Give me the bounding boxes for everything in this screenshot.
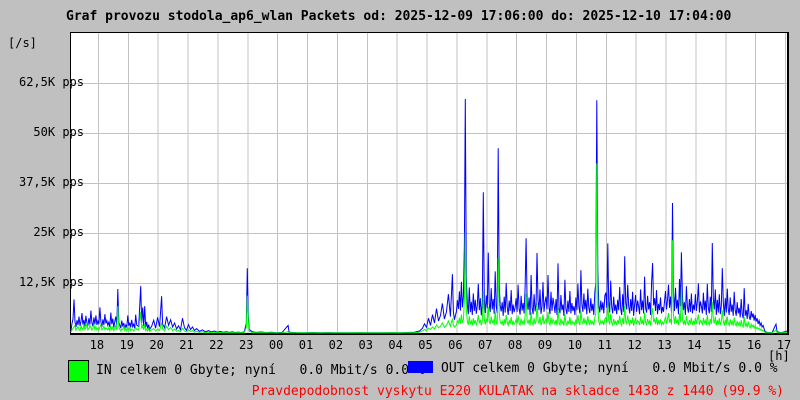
footer-note: Pravdepodobnost vyskytu E220 KULATAK na … xyxy=(251,384,784,399)
x-tick-label: 05 xyxy=(418,338,433,352)
x-tick-label: 22 xyxy=(209,338,224,352)
x-tick-label: 08 xyxy=(507,338,523,352)
plot-area xyxy=(51,32,789,335)
x-tick-label: 15 xyxy=(717,338,732,352)
x-tick-label: 03 xyxy=(358,338,373,352)
x-tick-label: 18 xyxy=(89,338,105,352)
y-tick-label: 37,5K pps xyxy=(18,175,84,189)
x-tick-label: 12 xyxy=(627,338,642,352)
x-tick-label: 04 xyxy=(388,338,403,352)
legend-in-label: IN celkem 0 Gbyte; nyní 0.0 Mbit/s 0.0 % xyxy=(96,363,425,378)
x-tick-label: 02 xyxy=(328,338,344,352)
x-tick-label: 20 xyxy=(149,338,164,352)
y-axis-unit-label: [/s] xyxy=(8,36,37,50)
x-tick-label: 01 xyxy=(298,338,314,352)
y-tick-label: 12,5K pps xyxy=(18,275,84,289)
x-tick-label: 06 xyxy=(448,338,463,352)
x-tick-label: 21 xyxy=(179,338,194,352)
x-tick-label: 10 xyxy=(567,338,583,352)
x-tick-label: 17 xyxy=(776,338,792,352)
legend-out-swatch xyxy=(408,361,433,373)
x-tick-label: 13 xyxy=(657,338,672,352)
y-tick-label: 50K pps xyxy=(33,125,84,139)
legend-out-label: OUT celkem 0 Gbyte; nyní 0.0 Mbit/s 0.0 … xyxy=(441,361,778,376)
series-in-line xyxy=(70,163,788,334)
x-tick-label: 11 xyxy=(597,338,612,352)
x-tick-label: 00 xyxy=(268,338,284,352)
plot-svg xyxy=(51,33,788,334)
x-axis-unit-label: [h] xyxy=(768,349,790,363)
x-tick-label: 23 xyxy=(239,338,254,352)
x-tick-label: 16 xyxy=(746,338,762,352)
series-out-line xyxy=(70,98,788,334)
x-tick-label: 14 xyxy=(687,338,702,352)
y-tick-label: 62,5K pps xyxy=(18,75,84,89)
y-tick-label: 25K pps xyxy=(33,225,84,239)
x-tick-label: 09 xyxy=(537,338,553,352)
x-tick-label: 19 xyxy=(119,338,134,352)
chart-title: Graf provozu stodola_ap6_wlan Packets od… xyxy=(66,9,732,24)
legend-in-swatch xyxy=(68,360,89,382)
x-tick-label: 07 xyxy=(478,338,493,352)
